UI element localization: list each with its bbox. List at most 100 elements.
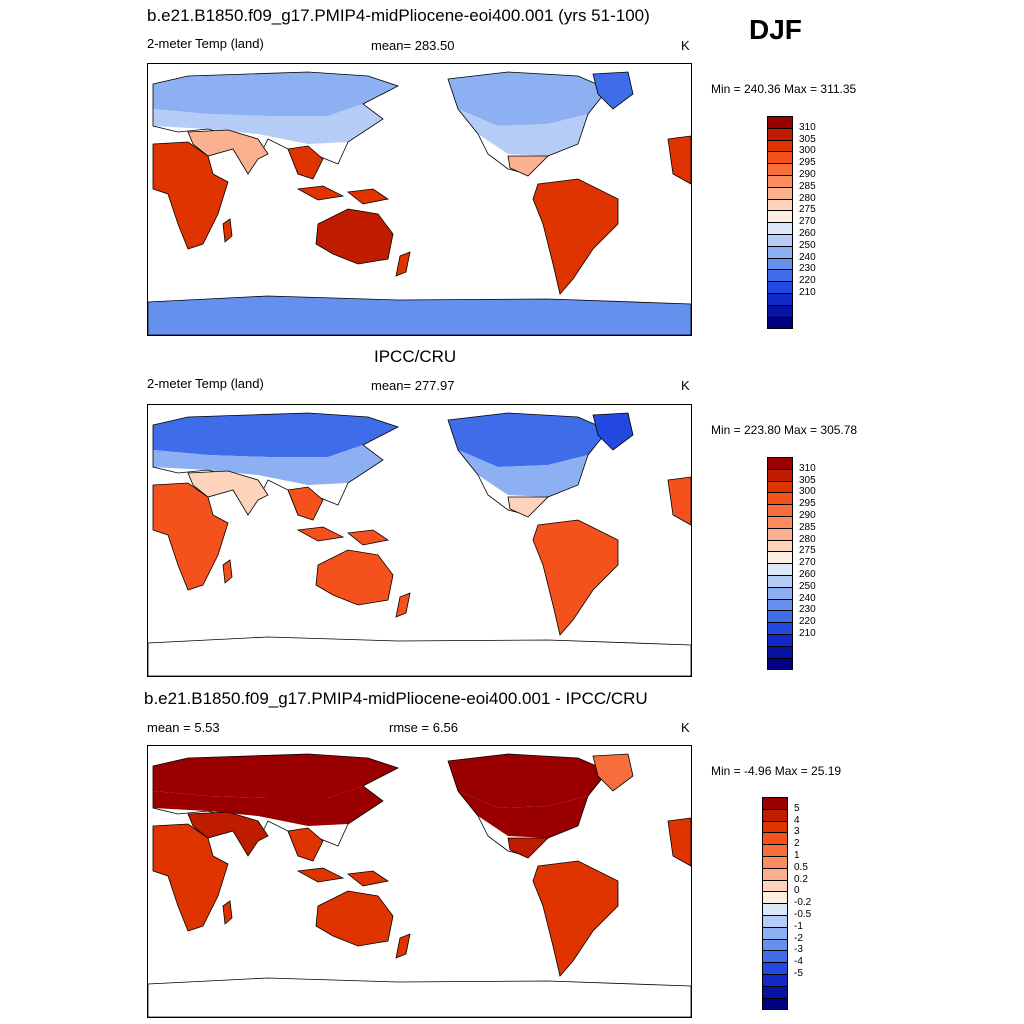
africa <box>152 823 229 932</box>
panel-3-rmse: rmse = 6.56 <box>389 720 459 735</box>
colorbar-label: 5 <box>794 802 800 814</box>
south-america <box>532 519 619 636</box>
north-america-mid <box>458 109 588 156</box>
colorbar-label: -1 <box>794 920 803 932</box>
colorbar-label: 290 <box>799 169 816 180</box>
eurasia-north <box>153 413 398 457</box>
mexico <box>507 496 549 518</box>
south-asia <box>187 470 269 516</box>
colorbar-label: 220 <box>799 275 816 287</box>
colorbar-label: 305 <box>799 474 816 486</box>
colorbar-swatch <box>767 657 793 671</box>
eurasia-north <box>153 72 398 116</box>
panel-1-mean: mean= 283.50 <box>371 38 455 53</box>
australia <box>315 549 394 606</box>
colorbar-label: 220 <box>799 616 816 628</box>
eurasia-north <box>153 754 398 798</box>
colorbar-label: 290 <box>799 510 816 521</box>
africa <box>152 482 229 591</box>
colorbar-label: 310 <box>799 121 816 133</box>
colorbar-label: -4 <box>794 956 803 968</box>
map-panel-obs <box>147 404 692 677</box>
southeast-asia <box>287 145 324 180</box>
southeast-asia <box>287 486 324 521</box>
colorbar-label: 295 <box>799 157 816 169</box>
colorbar-label: 4 <box>794 814 800 826</box>
colorbar-label: 300 <box>799 145 816 157</box>
west-africa-edge <box>667 817 691 867</box>
colorbar-label: 3 <box>794 826 800 838</box>
antarctica-outline <box>148 295 691 335</box>
panel-3-units: K <box>681 720 690 735</box>
map-panel-model <box>147 63 692 336</box>
antarctica-fill <box>148 637 691 676</box>
panel-3-minmax: Min = -4.96 Max = 25.19 <box>711 764 842 778</box>
north-america-north <box>448 754 608 808</box>
madagascar <box>222 559 233 584</box>
africa <box>152 141 229 250</box>
south-asia <box>187 811 269 857</box>
colorbar-label: 260 <box>799 569 816 580</box>
mexico <box>507 837 549 859</box>
panel-1-units: K <box>681 38 690 53</box>
antarctica-outline <box>148 636 691 676</box>
mexico <box>507 155 549 177</box>
season-label: DJF <box>749 14 802 45</box>
colorbar-label: 310 <box>799 462 816 474</box>
colorbar-label: 230 <box>799 263 816 275</box>
colorbar-label: 260 <box>799 228 816 239</box>
colorbar-label: 230 <box>799 604 816 616</box>
colorbar-label: 250 <box>799 580 816 592</box>
madagascar <box>222 900 233 925</box>
colorbar-label: 250 <box>799 239 816 251</box>
madagascar <box>222 218 233 243</box>
north-america-mid <box>458 791 588 838</box>
west-africa-edge <box>667 476 691 526</box>
eurasia-mid <box>153 104 383 144</box>
new-guinea <box>347 529 390 546</box>
eurasia-mid <box>153 786 383 826</box>
colorbar-label: 295 <box>799 498 816 510</box>
north-america-mid <box>458 450 588 497</box>
colorbar-label: 305 <box>799 133 816 145</box>
colorbar-label: 0 <box>794 885 800 897</box>
colorbar-label: 270 <box>799 557 816 569</box>
eurasia-mid <box>153 445 383 485</box>
panel-1-title: b.e21.B1850.f09_g17.PMIP4-midPliocene-eo… <box>147 6 650 25</box>
new-zealand <box>395 592 411 618</box>
new-zealand <box>395 251 411 277</box>
australia <box>315 890 394 947</box>
new-zealand <box>395 933 411 959</box>
colorbar-label: 210 <box>799 628 816 639</box>
colorbar-label: 280 <box>799 192 816 204</box>
panel-3-mean: mean = 5.53 <box>147 720 220 735</box>
indonesia <box>296 526 345 542</box>
colorbar-label: 285 <box>799 521 816 533</box>
colorbar-label: 210 <box>799 287 816 298</box>
australia <box>315 208 394 265</box>
colorbar-label: 240 <box>799 251 816 263</box>
colorbar-label: 240 <box>799 592 816 604</box>
south-america <box>532 860 619 977</box>
colorbar-label: -2 <box>794 932 803 944</box>
panel-1-minmax: Min = 240.36 Max = 311.35 <box>711 82 857 96</box>
panel-1-variable: 2-meter Temp (land) <box>147 36 264 51</box>
colorbar-label: 285 <box>799 180 816 192</box>
map-panel-difference <box>147 745 692 1018</box>
greenland <box>592 412 634 451</box>
greenland <box>592 71 634 110</box>
panel-2-variable: 2-meter Temp (land) <box>147 376 264 391</box>
colorbar-label: 275 <box>799 204 816 216</box>
antarctica-outline <box>148 977 691 1017</box>
colorbar-label: -3 <box>794 944 803 956</box>
north-america-north <box>448 72 608 126</box>
colorbar-label: -0.2 <box>794 897 812 909</box>
colorbar-swatch <box>762 997 788 1011</box>
panel-3-title: b.e21.B1850.f09_g17.PMIP4-midPliocene-eo… <box>144 689 648 708</box>
indonesia <box>296 867 345 883</box>
colorbar-label: 0.2 <box>794 873 808 885</box>
south-asia <box>187 129 269 175</box>
colorbar-label: 2 <box>794 838 800 850</box>
colorbar-label: -5 <box>794 968 803 979</box>
greenland <box>592 753 634 792</box>
